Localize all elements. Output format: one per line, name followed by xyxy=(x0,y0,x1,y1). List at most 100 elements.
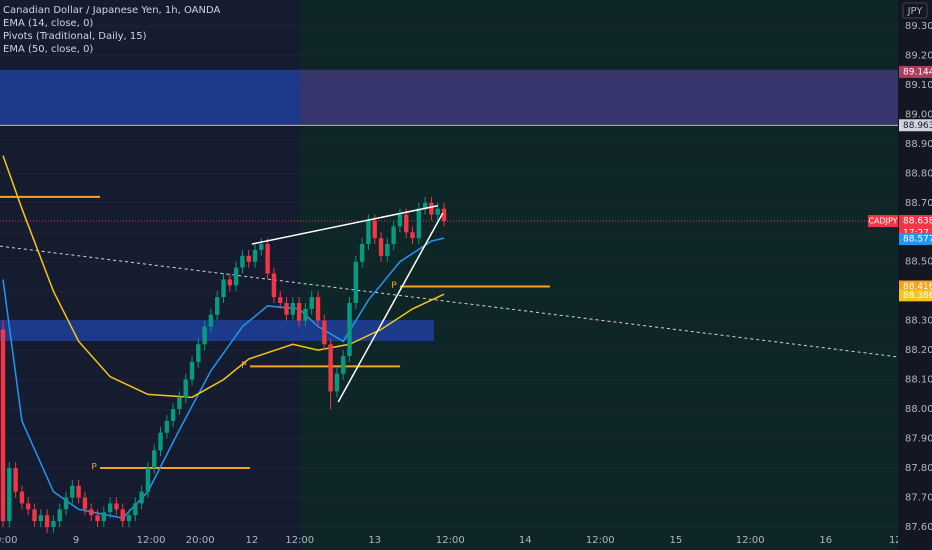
candle-body xyxy=(114,503,119,510)
x-tick-label: 20:00 xyxy=(186,535,215,546)
candle-body xyxy=(57,509,62,522)
y-tick-label: 87.900 xyxy=(905,434,932,445)
legend-item[interactable]: EMA (50, close, 0) xyxy=(3,44,93,55)
candle-body xyxy=(265,244,270,274)
x-tick-label: 12:00 xyxy=(586,535,615,546)
candle-body xyxy=(158,432,163,451)
candle-body xyxy=(76,485,81,498)
x-tick-label: 13 xyxy=(368,535,381,546)
trendline xyxy=(337,212,444,403)
candle-body xyxy=(139,491,144,504)
y-tick-label: 89.200 xyxy=(905,50,932,61)
price-label-bg xyxy=(899,65,932,78)
legend-item[interactable]: EMA (14, close, 0) xyxy=(3,18,93,29)
candle-body xyxy=(89,509,94,516)
candle-body xyxy=(278,297,283,304)
candle-body xyxy=(328,344,333,392)
y-tick-label: 88.500 xyxy=(905,257,932,268)
candle-body xyxy=(315,297,321,321)
dashed-trendline xyxy=(0,245,898,358)
candle-body xyxy=(7,468,12,522)
y-tick-label: 88.300 xyxy=(905,316,932,327)
candle-body xyxy=(246,255,251,262)
candle-body xyxy=(240,255,245,268)
candle-body xyxy=(353,261,359,304)
x-tick-label: 14 xyxy=(519,535,532,546)
candle-body xyxy=(385,244,390,256)
candle-body xyxy=(416,208,422,239)
x-tick-label: 12: xyxy=(889,535,905,546)
y-tick-label: 88.000 xyxy=(905,404,932,415)
y-tick-label: 88.100 xyxy=(905,375,932,386)
candle-body xyxy=(303,308,308,321)
price-label-bg xyxy=(899,233,932,246)
candle-body xyxy=(19,491,25,504)
price-label: 88.963 xyxy=(903,121,932,131)
chart-title: Canadian Dollar / Japanese Yen, 1h, OAND… xyxy=(3,5,220,16)
y-tick-label: 88.200 xyxy=(905,345,932,356)
price-label: 88.577 xyxy=(903,235,932,245)
candle-body xyxy=(410,232,415,239)
candle-body xyxy=(208,314,214,327)
y-tick-label: 87.700 xyxy=(905,493,932,504)
candle-body xyxy=(145,468,151,492)
candle-body xyxy=(435,208,440,215)
zone xyxy=(0,320,434,342)
candle-body xyxy=(366,220,371,245)
candle-body xyxy=(215,297,220,315)
y-tick-label: 89.000 xyxy=(905,109,932,120)
y-tick-label: 89.100 xyxy=(905,80,932,91)
candle-body xyxy=(233,267,239,286)
ema-line xyxy=(2,155,445,399)
candle-body xyxy=(177,397,182,410)
x-tick-label: 12 xyxy=(246,535,259,546)
candle-body xyxy=(189,361,195,380)
x-tick-label: 9 xyxy=(73,535,79,546)
candle-body xyxy=(82,497,88,510)
price-label: 88.638 xyxy=(903,217,932,227)
candle-body xyxy=(296,303,302,321)
candle-body xyxy=(259,244,264,250)
candle-body xyxy=(70,485,75,498)
candle-body xyxy=(227,279,233,286)
currency-box xyxy=(902,2,928,19)
candle-body xyxy=(429,202,434,215)
zone xyxy=(299,69,898,125)
price-label-bg xyxy=(899,289,932,302)
candle-body xyxy=(0,329,6,522)
price-label: 89.144 xyxy=(903,67,932,77)
candle-body xyxy=(404,214,409,233)
y-tick-label: 88.700 xyxy=(905,198,932,209)
candle-body xyxy=(13,468,18,492)
x-tick-label: 16 xyxy=(819,535,832,546)
candle-body xyxy=(334,373,340,392)
currency: JPY xyxy=(907,6,924,17)
candle-body xyxy=(120,509,125,522)
price-label-bg xyxy=(899,119,932,132)
plot: P P P 00:00 9 12:00 20:00 12 12:00 13 12:00 14 12:00… xyxy=(0,25,905,546)
price-label: 88.386 xyxy=(903,291,932,301)
pivot-label: P xyxy=(241,361,247,371)
symbol-label: CADJPY xyxy=(868,217,897,226)
pivot-label: P xyxy=(391,281,397,291)
candle-body xyxy=(63,497,69,510)
x-tick-label: 12:00 xyxy=(285,535,314,546)
price-axis-bg xyxy=(898,0,932,550)
candle-body xyxy=(347,303,352,357)
x-tick-label: 15 xyxy=(669,535,682,546)
candle-body xyxy=(170,409,176,421)
candle-body xyxy=(152,450,157,469)
legend-item[interactable]: Pivots (Traditional, Daily, 15) xyxy=(3,31,147,42)
candle-body xyxy=(391,226,396,245)
candle-body xyxy=(290,303,296,315)
candle-body xyxy=(133,503,138,516)
candle-body xyxy=(44,515,50,528)
candle-body xyxy=(252,249,258,262)
candle-body xyxy=(441,208,447,222)
candle-body xyxy=(51,521,56,528)
symbol-label-bg xyxy=(868,215,898,228)
candle-body xyxy=(271,273,277,298)
ema-line xyxy=(2,237,445,519)
y-tick-label: 87.600 xyxy=(905,522,932,533)
